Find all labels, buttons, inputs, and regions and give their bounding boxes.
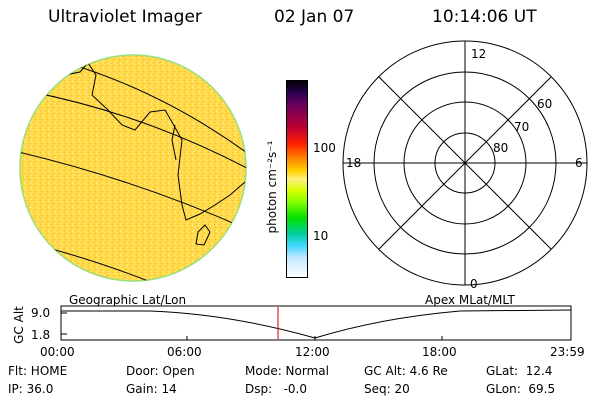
instrument-title: Ultraviolet Imager [48, 7, 202, 27]
time-label: 10:14:06 UT [432, 7, 537, 27]
colorbar-tick-10: 10 [313, 229, 329, 243]
polar-label-6: 6 [575, 156, 583, 170]
polar-label-18: 18 [346, 156, 362, 170]
polar-lat-60: 60 [537, 97, 553, 111]
timeline-xtick-2359: 23:59 [550, 345, 585, 359]
altitude-curve [61, 309, 572, 339]
polar-lat-80: 80 [493, 141, 509, 155]
colorbar-tick-100: 100 [313, 141, 336, 155]
polar-lat-70: 70 [514, 120, 530, 134]
status-flt: Flt: HOME [8, 364, 68, 378]
timeline-xtick-1800: 18:00 [422, 345, 457, 359]
status-gc-alt: GC Alt: 4.6 Re [364, 364, 448, 378]
date-label: 02 Jan 07 [274, 7, 355, 27]
polar-label-12: 12 [471, 47, 487, 61]
timeline-xtick-1200: 12:00 [295, 345, 330, 359]
status-mode: Mode: Normal [245, 364, 329, 378]
status-gain: Gain: 14 [126, 382, 177, 396]
timeline-xtick-0600: 06:00 [167, 345, 202, 359]
status-seq: Seq: 20 [364, 382, 410, 396]
status-door: Door: Open [126, 364, 195, 378]
coastline-overlay [59, 59, 246, 246]
status-glon: GLon: 69.5 [486, 382, 556, 396]
timeline-right-label: Apex MLat/MLT [425, 293, 515, 307]
timeline-left-label: Geographic Lat/Lon [69, 293, 187, 307]
status-glat: GLat: 12.4 [486, 364, 553, 378]
timeline-ytick-bottom: 1.8 [31, 328, 51, 342]
timeline-xtick-0000: 00:00 [40, 345, 75, 359]
colorbar [286, 80, 308, 278]
timeline-ytick-top: 9.0 [31, 306, 51, 320]
status-ip: IP: 36.0 [8, 382, 54, 396]
polar-label-0: 0 [470, 277, 478, 291]
status-dsp: Dsp: -0.0 [245, 382, 308, 396]
